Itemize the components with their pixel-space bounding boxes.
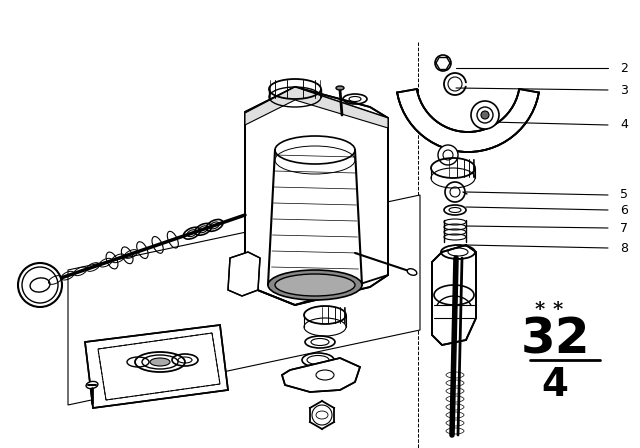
Ellipse shape (336, 86, 344, 90)
Text: 7: 7 (620, 221, 628, 234)
Text: *: * (553, 301, 563, 319)
Circle shape (481, 111, 489, 119)
Text: 5: 5 (620, 189, 628, 202)
Circle shape (435, 55, 451, 71)
Polygon shape (282, 358, 360, 392)
Ellipse shape (86, 381, 98, 388)
Ellipse shape (275, 274, 355, 296)
Text: 4: 4 (541, 366, 568, 404)
Polygon shape (228, 252, 260, 296)
Text: *: * (535, 301, 545, 319)
Circle shape (438, 145, 458, 165)
Circle shape (471, 101, 499, 129)
Text: 32: 32 (520, 316, 590, 364)
Text: 4: 4 (620, 119, 628, 132)
Text: 8: 8 (620, 241, 628, 254)
Circle shape (18, 263, 62, 307)
Polygon shape (432, 245, 476, 345)
Ellipse shape (407, 269, 417, 276)
Polygon shape (85, 325, 228, 408)
Polygon shape (245, 87, 388, 128)
Text: 2: 2 (620, 61, 628, 74)
Ellipse shape (150, 358, 170, 366)
Polygon shape (68, 195, 420, 405)
Polygon shape (245, 87, 388, 305)
Text: 3: 3 (620, 83, 628, 96)
Polygon shape (397, 89, 539, 152)
Ellipse shape (268, 270, 362, 300)
Text: 6: 6 (620, 203, 628, 216)
